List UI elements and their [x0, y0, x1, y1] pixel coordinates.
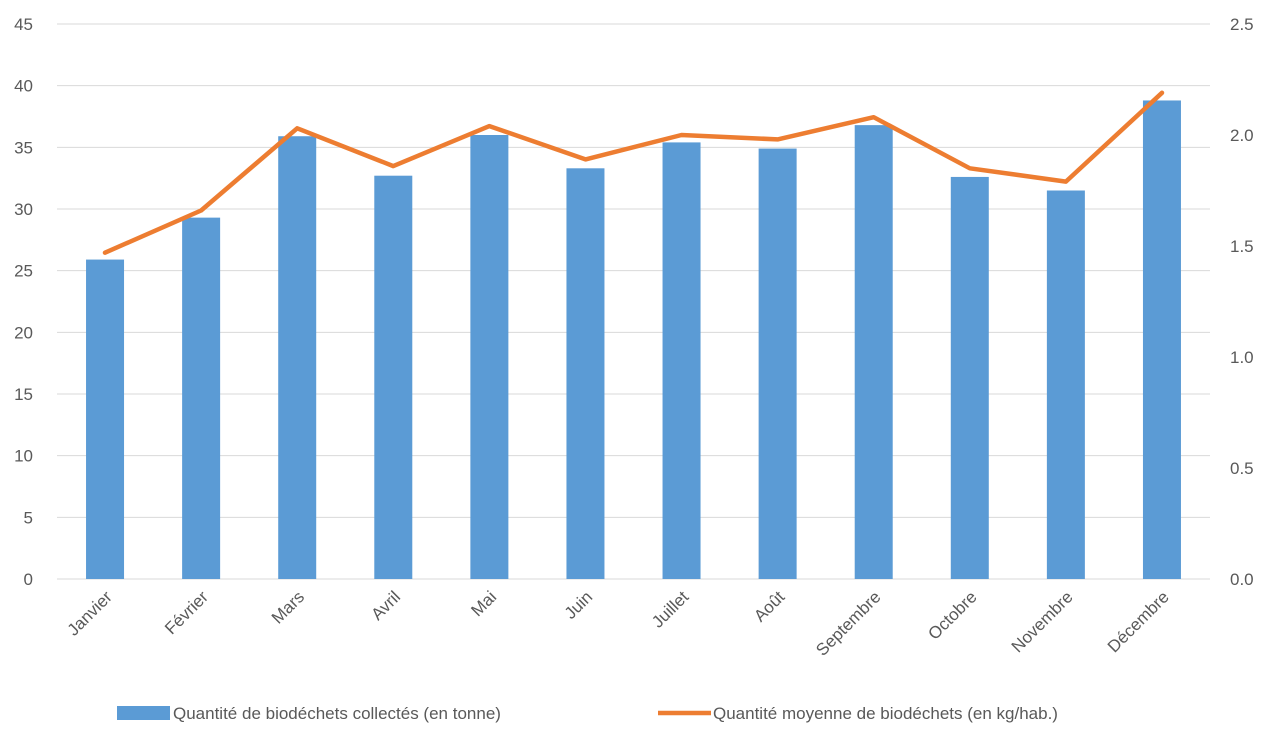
bar [278, 136, 317, 579]
x-tick-label: Juillet [648, 587, 692, 631]
x-tick-label: Avril [368, 587, 405, 624]
x-tick-label: Mai [467, 587, 500, 620]
x-tick-label: Février [161, 587, 212, 638]
legend-label-bar: Quantité de biodéchets collectés (en ton… [173, 704, 501, 723]
x-tick-label: Octobre [924, 587, 980, 643]
x-tick-label: Mars [268, 587, 308, 627]
y-left-tick-label: 45 [14, 15, 33, 34]
bar [470, 135, 509, 579]
bar [1142, 100, 1181, 579]
y-left-tick-label: 40 [14, 77, 33, 96]
bar [566, 168, 605, 580]
line-series [102, 90, 1165, 255]
x-tick-label: Août [750, 587, 788, 625]
x-tick-label: Décembre [1104, 587, 1173, 656]
bar [374, 175, 413, 579]
bar [854, 125, 893, 579]
legend: Quantité de biodéchets collectés (en ton… [117, 704, 1058, 723]
y-left-tick-label: 30 [14, 200, 33, 219]
line-series-path [102, 90, 1165, 255]
y-right-tick-label: 0.0 [1230, 570, 1254, 589]
bar [182, 217, 221, 579]
y-right-tick-label: 2.5 [1230, 15, 1254, 34]
bar-series [86, 100, 1181, 580]
legend-swatch-bar [117, 706, 170, 720]
y-right-tick-label: 0.5 [1230, 459, 1254, 478]
y-right-tick-label: 1.0 [1230, 348, 1254, 367]
bar [950, 176, 989, 579]
y-left-tick-label: 25 [14, 262, 33, 281]
y-left-tick-label: 10 [14, 447, 33, 466]
x-tick-label: Juin [561, 587, 596, 622]
gridlines [57, 23, 1210, 580]
bar [758, 148, 797, 580]
y-left-tick-label: 20 [14, 323, 33, 342]
x-tick-label: Novembre [1008, 587, 1077, 656]
y-left-tick-label: 0 [24, 570, 33, 589]
x-tick-label: Septembre [812, 587, 884, 659]
bar [1046, 190, 1085, 579]
bar [86, 259, 125, 579]
y-left-tick-label: 5 [24, 508, 33, 527]
y-left-tick-label: 15 [14, 385, 33, 404]
x-tick-label: Janvier [64, 587, 116, 639]
legend-label-line: Quantité moyenne de biodéchets (en kg/ha… [713, 704, 1058, 723]
y-right-tick-label: 1.5 [1230, 237, 1254, 256]
y-right-tick-label: 2.0 [1230, 126, 1254, 145]
bar [662, 142, 701, 579]
y-left-tick-label: 35 [14, 138, 33, 157]
